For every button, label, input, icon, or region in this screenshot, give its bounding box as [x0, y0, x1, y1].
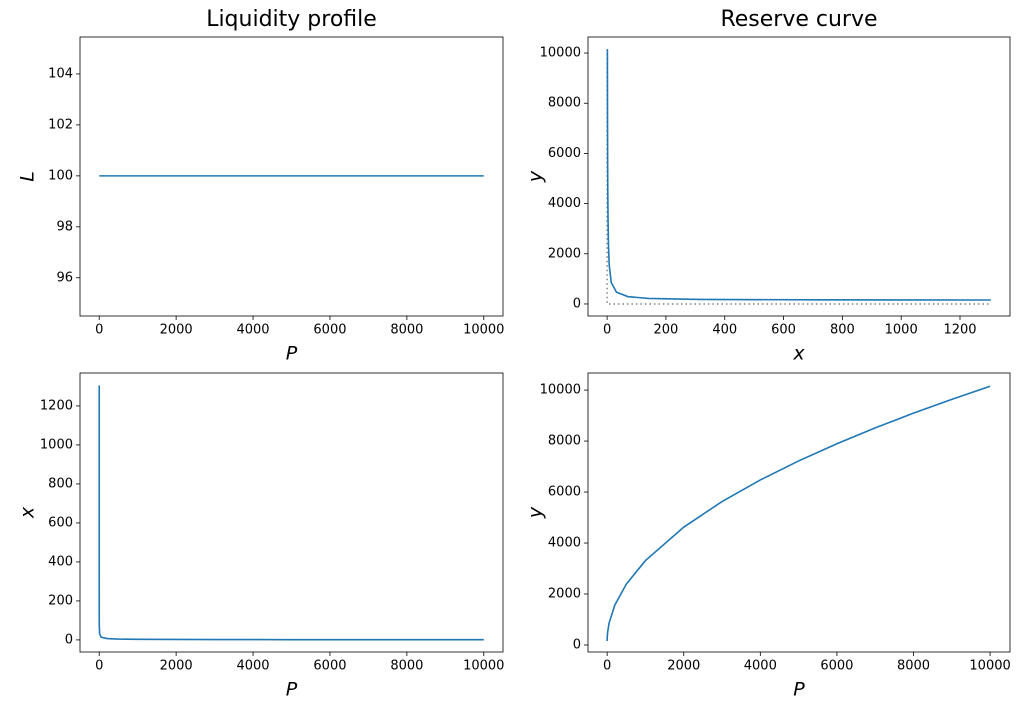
- x-tick-label: 8000: [897, 659, 930, 674]
- axes-frame: [587, 372, 1011, 653]
- y-tick-label: 96: [56, 270, 73, 285]
- y-tick-label: 102: [48, 117, 73, 132]
- x-axis-label: x: [792, 343, 805, 365]
- x-tick-label: 1200: [943, 323, 976, 338]
- x-tick-label: 4000: [744, 659, 777, 674]
- y-axis-label: L: [17, 171, 39, 182]
- x-tick-label: 4000: [236, 659, 269, 674]
- axes-frame: [79, 36, 504, 317]
- y-tick-label: 4000: [548, 536, 581, 551]
- data-line: [606, 49, 991, 301]
- x-tick-label: 4000: [236, 323, 269, 338]
- x-tick-label: 10000: [463, 323, 504, 338]
- y-tick-label: 8000: [548, 96, 581, 111]
- x-tick-label: 400: [712, 323, 737, 338]
- x-tick-label: 0: [95, 323, 103, 338]
- y-axis-label: y: [525, 170, 547, 183]
- y-tick-label: 0: [573, 637, 581, 652]
- x-tick-label: 8000: [390, 323, 423, 338]
- y-tick-label: 6000: [548, 485, 581, 500]
- y-tick-label: 104: [48, 66, 73, 81]
- x-tick-label: 10000: [969, 659, 1010, 674]
- x-tick-label: 2000: [160, 323, 193, 338]
- y-tick-label: 200: [48, 593, 73, 608]
- y-tick-label: 2000: [548, 246, 581, 261]
- y-tick-label: 800: [48, 476, 73, 491]
- x-tick-label: 200: [654, 323, 679, 338]
- x-axis-label: P: [286, 343, 298, 365]
- x-axis-label: P: [793, 679, 805, 701]
- subplot-title: Reserve curve: [720, 7, 877, 32]
- y-tick-label: 0: [573, 296, 581, 311]
- x-tick-label: 2000: [160, 659, 193, 674]
- y-tick-label: 1000: [40, 437, 73, 452]
- x-tick-label: 0: [603, 659, 611, 674]
- y-tick-label: 0: [65, 632, 73, 647]
- x-tick-label: 0: [95, 659, 103, 674]
- x-tick-label: 800: [830, 323, 855, 338]
- axes-frame: [79, 372, 504, 653]
- data-line: [98, 385, 484, 641]
- x-tick-label: 6000: [313, 659, 346, 674]
- y-tick-label: 10000: [540, 383, 581, 398]
- x-tick-label: 6000: [820, 659, 853, 674]
- data-line: [606, 385, 991, 641]
- y-tick-label: 1200: [40, 398, 73, 413]
- y-tick-label: 10000: [540, 46, 581, 61]
- x-tick-label: 8000: [390, 659, 423, 674]
- y-tick-label: 400: [48, 554, 73, 569]
- x-tick-label: 10000: [463, 659, 504, 674]
- x-tick-label: 2000: [667, 659, 700, 674]
- y-tick-label: 8000: [548, 434, 581, 449]
- y-tick-label: 4000: [548, 196, 581, 211]
- axes-frame: [587, 36, 1011, 317]
- y-tick-label: 98: [56, 219, 73, 234]
- y-axis-label: y: [525, 506, 547, 519]
- subplot-title: Liquidity profile: [206, 7, 377, 32]
- y-axis-label: x: [17, 506, 39, 519]
- y-tick-label: 6000: [548, 146, 581, 161]
- y-tick-label: 600: [48, 515, 73, 530]
- y-tick-label: 2000: [548, 587, 581, 602]
- guide-line: [606, 49, 991, 305]
- x-tick-label: 6000: [313, 323, 346, 338]
- x-tick-label: 0: [603, 323, 611, 338]
- y-tick-label: 100: [48, 168, 73, 183]
- x-tick-label: 600: [771, 323, 796, 338]
- x-axis-label: P: [286, 679, 298, 701]
- x-tick-label: 1000: [885, 323, 918, 338]
